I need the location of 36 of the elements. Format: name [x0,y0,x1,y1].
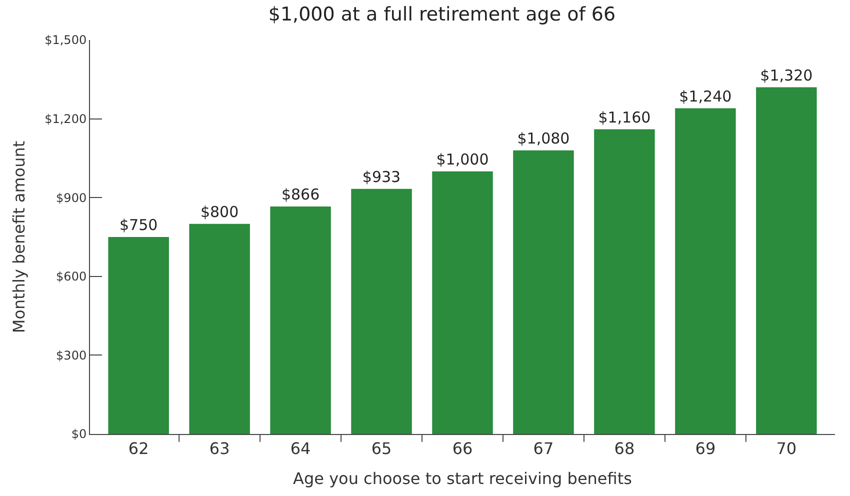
bar [675,108,736,434]
data-label: $1,000 [436,150,489,168]
bar [756,87,817,434]
x-tick-label: 62 [128,439,149,458]
y-tick-label: $300 [56,348,87,362]
bar [432,171,493,434]
data-label: $1,080 [517,129,570,148]
bar [189,224,250,434]
data-label: $1,160 [598,108,651,126]
bar [513,150,574,434]
x-tick-label: 66 [452,439,473,458]
x-tick-label: 65 [371,439,392,458]
y-tick-label: $600 [56,270,87,284]
x-axis-title: Age you choose to start receiving benefits [293,468,632,488]
y-tick-label: $0 [71,427,87,442]
y-tick-label: $1,200 [44,112,87,126]
data-label: $933 [362,168,401,186]
bar [351,188,412,434]
bar [270,206,331,434]
x-tick-label: 67 [533,439,554,458]
data-label: $866 [281,186,320,204]
y-tick-label: $900 [56,190,87,205]
x-tick-label: 70 [776,439,797,458]
data-label: $750 [119,216,158,234]
chart-title: $1,000 at a full retirement age of 66 [268,4,616,26]
data-label: $1,240 [679,87,732,106]
y-tick-label: $1,500 [44,33,87,48]
y-axis-title: Monthly benefit amount [10,140,28,334]
bar [594,129,655,434]
data-label: $800 [200,202,239,221]
x-tick-label: 68 [614,439,635,458]
x-tick-label: 69 [695,439,716,458]
x-tick-label: 63 [209,439,230,458]
x-tick-label: 64 [290,439,311,458]
data-label: $1,320 [760,66,813,84]
bar [108,237,169,434]
